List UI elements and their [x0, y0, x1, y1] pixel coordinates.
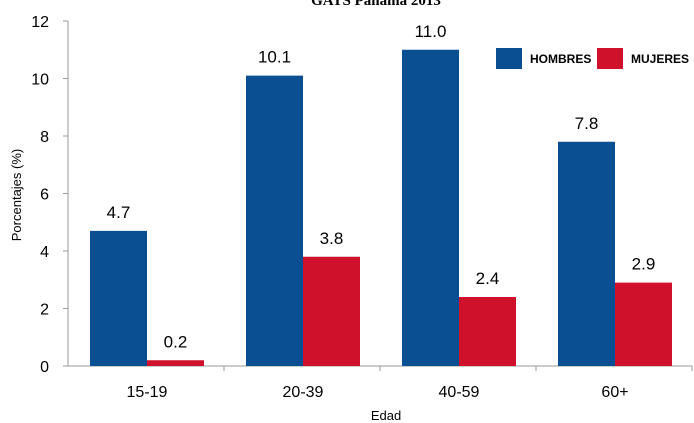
- data-label: 2.4: [476, 269, 500, 288]
- data-label: 4.7: [107, 203, 131, 222]
- bar-hombres-40-59: [402, 49, 459, 366]
- legend-swatch-hombres: [496, 48, 522, 69]
- data-labels: 4.7 0.2 10.1 3.8 11.0 2.4 7.8 2.9: [107, 22, 656, 352]
- x-tick-label: 15-19: [127, 384, 168, 401]
- data-label: 7.8: [575, 114, 599, 133]
- axes: 0 2 4 6 8 10 12 15-19 20-39 40-59 60+: [31, 14, 693, 401]
- y-tick-label: 0: [40, 359, 49, 376]
- data-label: 11.0: [415, 22, 447, 41]
- bar-mujeres-40-59: [459, 297, 516, 366]
- data-label: 3.8: [320, 229, 344, 248]
- legend-swatch-mujeres: [597, 48, 623, 69]
- y-tick-label: 10: [31, 72, 49, 89]
- data-label: 10.1: [258, 48, 291, 67]
- y-tick-label: 12: [31, 14, 49, 31]
- bar-hombres-20-39: [246, 75, 303, 366]
- bars: [90, 49, 672, 366]
- x-tick-label: 60+: [601, 384, 628, 401]
- y-tick-label: 2: [40, 302, 49, 319]
- y-tick-label: 8: [40, 129, 49, 146]
- x-tick-label: 20-39: [283, 384, 324, 401]
- y-tick-label: 4: [40, 244, 49, 261]
- legend-label-mujeres: MUJERES: [631, 52, 689, 66]
- chart-title: GATS Panamá 2013: [311, 0, 441, 9]
- data-label: 2.9: [632, 255, 656, 274]
- x-axis-title: Edad: [371, 408, 401, 423]
- x-tick-label: 40-59: [439, 384, 480, 401]
- bar-mujeres-20-39: [303, 256, 360, 366]
- y-axis-title: Porcentajes (%): [9, 149, 24, 241]
- data-label: 0.2: [164, 332, 188, 351]
- bar-hombres-60+: [558, 141, 615, 366]
- legend-label-hombres: HOMBRES: [530, 52, 591, 66]
- bar-hombres-15-19: [90, 230, 147, 366]
- bar-mujeres-15-19: [147, 360, 204, 366]
- y-tick-label: 6: [40, 187, 49, 204]
- bar-mujeres-60+: [615, 282, 672, 366]
- legend: HOMBRES MUJERES: [496, 48, 689, 69]
